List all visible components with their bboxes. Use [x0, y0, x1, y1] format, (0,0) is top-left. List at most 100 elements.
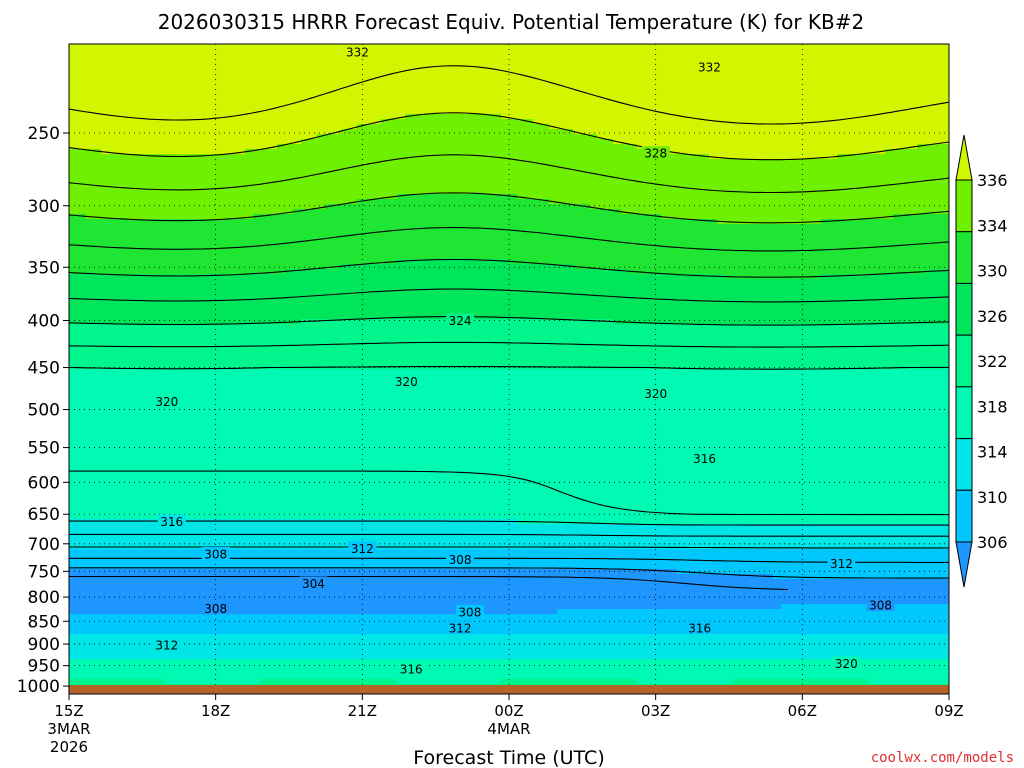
- contour-label-text: 320: [155, 395, 178, 409]
- contour-label: 320: [392, 374, 421, 389]
- contour-label: 316: [685, 621, 714, 636]
- y-tick-label: 850: [28, 612, 60, 632]
- contour-label: 312: [348, 541, 377, 556]
- contour-label-text: 316: [693, 452, 716, 466]
- contour-label-text: 308: [204, 602, 227, 616]
- contour-label: 320: [832, 656, 861, 671]
- contour-label: 316: [690, 451, 719, 466]
- contour-labels: 332 332 328 324 320 320 320 316 316 312 308 308 312 3…: [152, 44, 895, 676]
- contour-label-text: 304: [302, 577, 325, 591]
- contour-label-text: 316: [688, 622, 711, 636]
- contour-label: 316: [397, 661, 426, 676]
- contour-label: 308: [201, 546, 230, 561]
- contour-line: [69, 567, 949, 579]
- contour-label-text: 308: [458, 605, 481, 619]
- contour-label: 332: [343, 44, 372, 59]
- contour-label-text: 308: [449, 553, 472, 567]
- contour-label-text: 312: [351, 542, 374, 556]
- y-tick-label: 450: [28, 359, 60, 379]
- contour-label: 324: [446, 313, 475, 328]
- contour-label: 308: [455, 604, 484, 619]
- y-tick-label: 1000: [17, 677, 60, 697]
- contour-label: 308: [866, 597, 895, 612]
- contour-label-text: 312: [155, 638, 178, 652]
- y-tick-label: 600: [28, 473, 60, 493]
- contour-line: [69, 65, 949, 125]
- y-tick-label: 550: [28, 439, 60, 459]
- ground-strip: [69, 685, 949, 694]
- colorbar-label: 322: [977, 352, 1008, 371]
- x-axis-label: Forecast Time (UTC): [413, 747, 604, 768]
- contour-label: 328: [641, 146, 670, 161]
- colorbar-label: 336: [977, 171, 1008, 190]
- contour-label-text: 320: [644, 387, 667, 401]
- contour-label: 308: [446, 552, 475, 567]
- credit-text[interactable]: coolwx.com/models: [871, 750, 1014, 766]
- contour-line: [69, 520, 949, 526]
- y-tick-label: 400: [28, 312, 60, 332]
- contour-label-text: 332: [346, 45, 369, 59]
- contour-label-text: 316: [400, 662, 423, 676]
- colorbar-label: 318: [977, 397, 1008, 416]
- colorbar-segment: [955, 438, 973, 491]
- contour-label: 312: [446, 621, 475, 636]
- contour-label-text: 328: [644, 147, 667, 161]
- plot-area: 332 332 328 324 320 320 320 316 316 312 308 308 312 3…: [69, 44, 949, 694]
- ground-fill: [69, 685, 949, 694]
- contour-label-text: 332: [698, 61, 721, 75]
- y-tick-label: 950: [28, 657, 60, 677]
- colorbar: 336 334 330 326 322 318 314 310 306: [955, 134, 1008, 588]
- contour-line: [69, 575, 788, 591]
- colorbar-label: 326: [977, 307, 1008, 326]
- contour-label: 316: [157, 514, 186, 529]
- colorbar-label: 330: [977, 262, 1008, 281]
- colorbar-segment: [955, 489, 973, 543]
- colorbar-label: 314: [977, 443, 1008, 462]
- x-tick-label: 00Z: [494, 702, 523, 720]
- chart-title: 2026030315 HRRR Forecast Equiv. Potentia…: [158, 10, 865, 34]
- colorbar-label: 310: [977, 488, 1008, 507]
- contour-label-text: 308: [869, 598, 892, 612]
- contour-label-text: 312: [449, 622, 472, 636]
- contour-line: [69, 341, 949, 348]
- y-tick-label: 500: [28, 401, 60, 421]
- y-tick-label: 650: [28, 505, 60, 525]
- y-tick-label: 800: [28, 588, 60, 608]
- colorbar-label: 334: [977, 216, 1008, 235]
- contour-label-text: 320: [835, 657, 858, 671]
- colorbar-segment: [955, 334, 973, 388]
- x-tick-sublabel: 4MAR: [487, 720, 530, 738]
- contour-label: 320: [152, 394, 181, 409]
- colorbar-segment: [955, 179, 973, 233]
- contour-label-text: 320: [395, 375, 418, 389]
- colorbar-segment: [955, 386, 973, 440]
- colorbar-segment: [955, 231, 973, 284]
- x-tick-label: 18Z: [201, 702, 230, 720]
- x-tick-label: 15Z: [54, 702, 83, 720]
- contour-label-text: 324: [449, 314, 472, 328]
- colorbar-segment: [955, 282, 973, 336]
- colorbar-label: 306: [977, 533, 1008, 552]
- contour-label: 312: [152, 637, 181, 652]
- contour-label: 312: [827, 556, 856, 571]
- contour-label: 320: [641, 386, 670, 401]
- contour-label: 332: [695, 60, 724, 75]
- colorbar-bottom-arrow: [955, 541, 973, 588]
- y-tick-label: 700: [28, 535, 60, 555]
- y-tick-label: 250: [28, 124, 60, 144]
- y-tick-label: 750: [28, 562, 60, 582]
- contour-label: 304: [299, 576, 328, 591]
- colorbar-top-arrow: [955, 134, 973, 181]
- x-tick-year: 2026: [50, 738, 88, 756]
- contour-line: [69, 258, 949, 278]
- contour-label-text: 308: [204, 547, 227, 561]
- contour-fill-bands: [69, 44, 949, 694]
- y-tick-label: 350: [28, 258, 60, 278]
- y-tick-label: 300: [28, 197, 60, 217]
- contour-line: [69, 154, 949, 194]
- x-tick-sublabel: 3MAR: [47, 720, 90, 738]
- x-tick-label: 21Z: [348, 702, 377, 720]
- contour-line: [69, 288, 949, 303]
